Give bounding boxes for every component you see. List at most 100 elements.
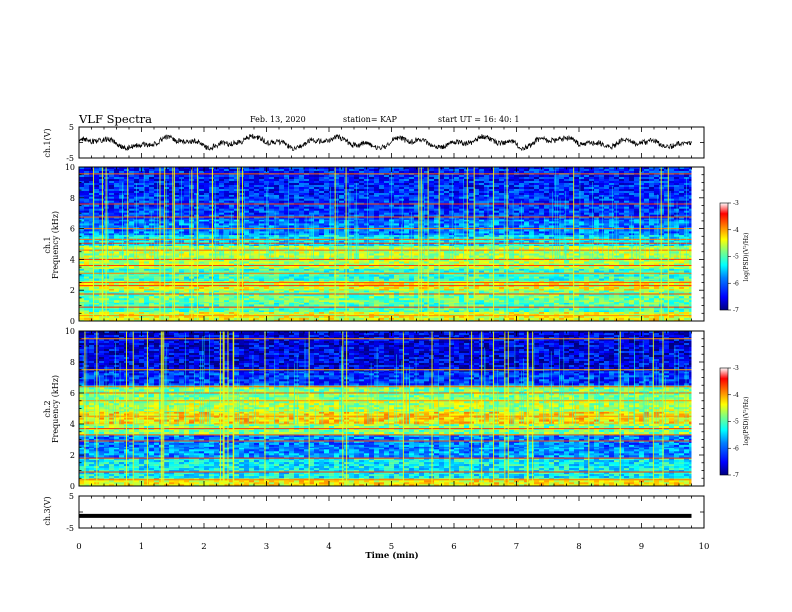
spectrogram-cell <box>94 285 100 288</box>
spectrogram-cell <box>644 290 650 293</box>
spectrogram-cell <box>564 285 570 288</box>
spectrogram-cell <box>314 274 320 277</box>
spectrogram-cell <box>469 308 475 311</box>
spectrogram-cell <box>114 298 120 301</box>
spectrogram-cell <box>204 278 210 281</box>
spectrogram-cell <box>679 290 685 293</box>
spectrogram-cell <box>489 280 495 282</box>
spectrogram-cell <box>384 245 390 248</box>
spectrogram-cell <box>319 268 325 271</box>
spectrogram-cell <box>549 289 555 291</box>
spectrogram-cell <box>79 280 85 282</box>
spectrogram-cell <box>239 310 245 313</box>
spectrogram-cell <box>459 290 465 293</box>
spectrogram-cell <box>464 313 470 317</box>
spectrogram-cell <box>554 257 560 260</box>
spectrogram-cell <box>614 278 620 281</box>
spectrogram-cell <box>369 290 375 293</box>
spectrogram-cell <box>444 302 450 305</box>
spectrogram-cell <box>239 278 245 281</box>
spectrogram-cell <box>554 290 560 293</box>
spectrogram-cell <box>184 294 190 297</box>
spectrogram-cell <box>164 298 170 301</box>
spectrogram-cell <box>649 306 655 309</box>
spectrogram-cell <box>564 294 570 297</box>
spectrogram-cell <box>169 302 175 305</box>
spectrogram-cell <box>179 263 185 266</box>
spectrogram-cell <box>594 296 600 299</box>
spectrogram-cell <box>679 311 685 315</box>
spectrogram-cell <box>404 283 410 286</box>
spectrogram-cell <box>484 261 490 264</box>
spectrogram-cell <box>249 245 255 248</box>
spectrogram-cell <box>374 296 380 299</box>
spectrogram-cell <box>104 268 110 271</box>
spectrogram-cell <box>624 276 630 279</box>
spectrogram-cell <box>314 302 320 303</box>
spectrogram-cell <box>414 302 420 303</box>
spectrogram-cell <box>409 289 415 291</box>
spectrogram-cell <box>439 311 445 315</box>
spectrogram-cell <box>149 278 155 281</box>
spectrogram-cell <box>479 302 485 305</box>
spectrogram-cell <box>674 270 680 273</box>
spectrogram-cell <box>579 257 585 260</box>
spectrogram-cell <box>414 261 420 264</box>
spectrogram-cell <box>399 285 405 288</box>
spectrogram-cell <box>599 276 605 279</box>
spectrogram-cell <box>554 255 560 258</box>
spectrogram-cell <box>469 265 475 268</box>
spectrogram-cell <box>324 302 330 303</box>
spectrogram-cell <box>599 280 605 282</box>
spectrogram-cell <box>414 294 420 297</box>
spectrogram-cell <box>99 257 105 260</box>
spectrogram-cell <box>204 311 210 315</box>
spectrogram-cell <box>559 308 565 311</box>
spectrogram-cell <box>644 259 650 262</box>
spectrogram-cell <box>434 276 440 279</box>
spectrogram-cell <box>149 255 155 258</box>
spectrogram-cell <box>574 278 580 281</box>
spectrogram-cell <box>234 298 240 301</box>
spectrogram-cell <box>154 263 160 266</box>
spectrogram-cell <box>429 247 435 250</box>
spectrogram-cell <box>304 270 310 273</box>
spectrogram-cell <box>169 310 175 313</box>
spectrogram-cell <box>409 308 415 311</box>
spectrogram-cell <box>279 265 285 268</box>
spectrogram-cell <box>339 263 345 266</box>
spectrogram-cell <box>324 251 330 254</box>
spectrogram-cell <box>384 285 390 288</box>
spectrogram-cell <box>604 251 610 254</box>
spectrogram-cell <box>479 315 485 319</box>
spectrogram-cell <box>469 302 475 303</box>
spectrogram-cell <box>229 315 235 319</box>
spectrogram-cell <box>574 268 580 271</box>
spectrogram-cell <box>179 259 185 262</box>
spectrogram-cell <box>274 247 280 250</box>
spectrogram-cell <box>89 302 95 305</box>
spectrogram-cell <box>614 257 620 260</box>
spectrogram-cell <box>334 245 340 248</box>
spectrogram-cell <box>174 274 180 277</box>
spectrogram-cell <box>354 304 360 307</box>
spectrogram-cell <box>554 317 560 321</box>
spectrogram-cell <box>354 296 360 299</box>
spectrogram-cell <box>324 313 330 317</box>
ch1-waveform-panel: 5-5 <box>66 123 705 163</box>
spectrogram-cell <box>604 259 610 262</box>
spectrogram-cell <box>454 287 460 290</box>
spectrogram-cell <box>304 313 310 317</box>
spectrogram-cell <box>109 274 115 277</box>
spectrogram-cell <box>269 302 275 305</box>
spectrogram-cell <box>494 317 500 321</box>
spectrogram-cell <box>684 268 690 271</box>
spectrogram-cell <box>639 245 645 248</box>
spectrogram-cell <box>259 289 265 291</box>
spectrogram-cell <box>209 292 215 295</box>
spectrogram-cell <box>554 313 560 317</box>
spectrogram-cell <box>479 302 485 303</box>
spectrogram-cell <box>359 302 365 303</box>
spectrogram-cell <box>199 302 205 303</box>
spectrogram-cell <box>374 285 380 288</box>
